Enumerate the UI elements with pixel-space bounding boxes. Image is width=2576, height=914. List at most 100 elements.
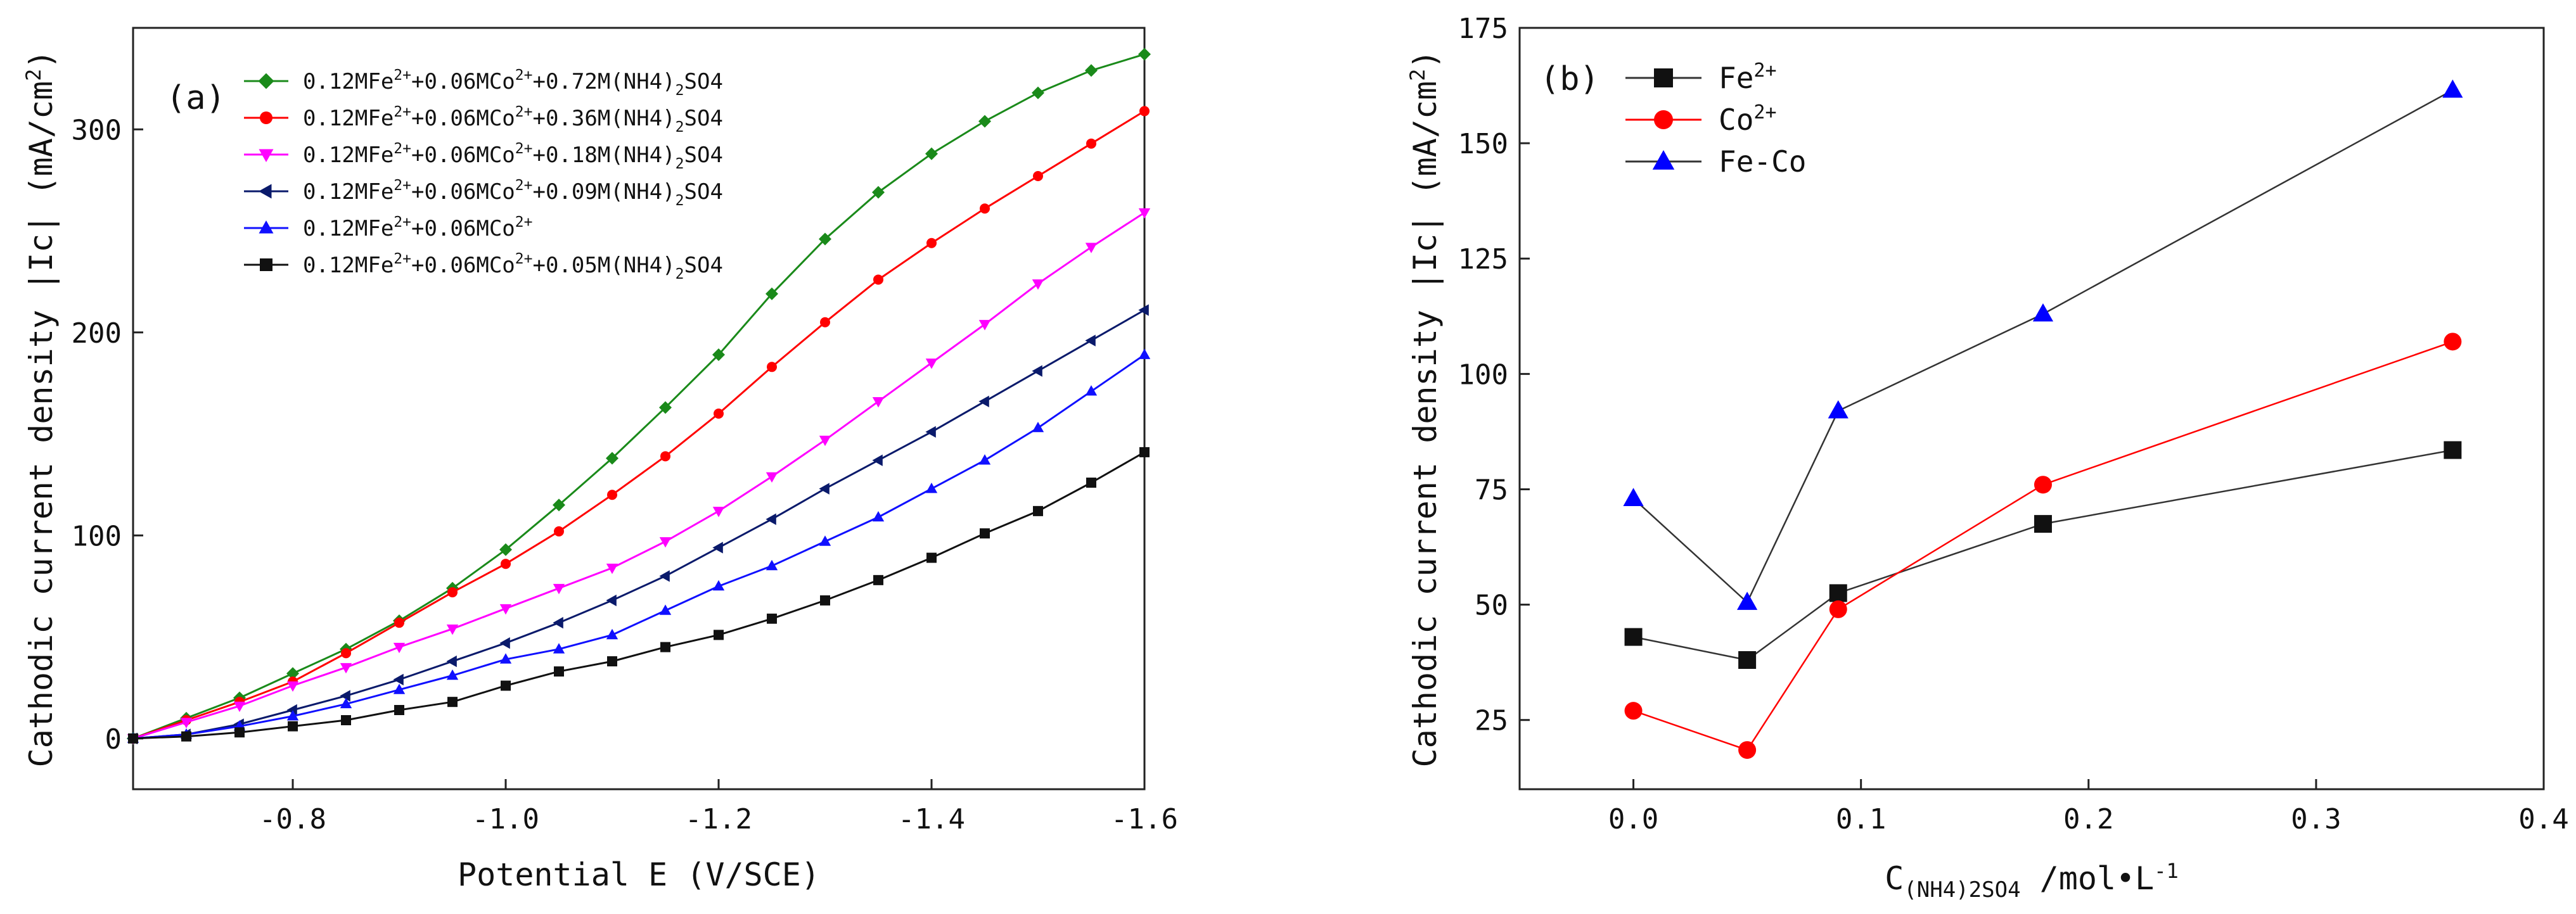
data-point [1139,106,1150,117]
data-point [501,559,511,569]
data-point [659,604,672,615]
y-tick-label: 75 [1475,474,1508,506]
data-point [447,587,458,598]
data-point [712,507,725,517]
series-line [1633,341,2453,751]
x-tick-label: -1.0 [472,803,539,835]
data-point [1032,86,1044,99]
data-point [980,203,990,214]
y-tick-label: 25 [1475,705,1508,737]
data-point [499,604,512,615]
series-b-1 [1624,441,2462,670]
data-point [447,697,458,708]
data-point [446,624,459,635]
panel-label-a: (a) [166,79,226,117]
x-tick-label: 0.0 [1608,803,1658,835]
data-point [554,526,564,536]
data-point [1738,741,1757,759]
data-point [606,628,618,640]
data-point [128,733,138,744]
data-point [766,513,776,525]
legend-marker [1654,68,1673,87]
data-point [234,727,245,738]
data-point [1033,170,1043,181]
data-point [1738,651,1757,670]
data-point [978,320,991,331]
data-point [820,595,830,606]
x-tick-label: 0.3 [2291,803,2341,835]
data-point [606,452,618,465]
data-point [978,395,989,407]
data-point [1624,628,1643,646]
y-tick-label: 0 [105,723,122,756]
x-tick-label: 0.4 [2518,803,2568,835]
plot-frame-b [1518,27,2545,790]
data-point [925,147,938,160]
data-point [766,287,778,300]
y-tick-label: 100 [72,520,122,552]
y-tick-label: 50 [1475,590,1508,622]
data-point [2444,441,2462,459]
y-axis-label: Cathodic current density |Ic| (mA/cm2) [22,49,60,767]
x-tick-label: 0.2 [2063,803,2113,835]
data-point [341,715,351,726]
data-point [873,274,883,285]
data-point [607,490,617,500]
x-tick-label: -1.4 [898,803,965,835]
data-point [660,642,670,652]
y-tick-label: 300 [72,114,122,146]
data-point [286,704,297,716]
data-point [978,115,991,128]
data-point [286,667,299,680]
data-point [1138,48,1151,61]
data-point [712,542,723,554]
chart-b: 0.0 0.1 0.2 0.3 0.4 25 50 75 100 125 150 175 Fe2+ Co2… [1458,13,2569,903]
data-point [819,535,831,546]
data-point [1032,279,1044,290]
data-point [341,648,351,659]
data-point [393,642,406,654]
x-axis-label: Potential E (V/SCE) [458,856,820,893]
data-point [446,655,457,668]
data-point [180,718,193,728]
legend-b: Fe2+ Co2+ Fe-Co [1625,60,1806,179]
data-point [1828,400,1849,419]
legend-label: 0.12MFe2++0.06MCo2++0.18M(NH4)2SO4 [303,141,723,172]
data-point [714,630,724,640]
data-point [712,348,725,362]
data-point [554,666,564,677]
data-point [926,238,937,248]
series-line [132,353,1145,740]
series-line [132,53,1145,740]
data-point [1138,348,1151,359]
data-point [499,653,512,664]
data-point [606,594,617,607]
legend-marker [1654,110,1673,129]
data-point [393,673,404,686]
data-point [553,643,565,654]
data-point [714,409,724,419]
data-point [819,232,831,246]
y-tick-label: 150 [1458,128,1508,160]
data-point [1829,600,1847,618]
data-point [872,454,883,466]
data-point [394,704,404,715]
data-point [1086,138,1096,149]
legend-label: 0.12MFe2++0.06MCo2+ [303,214,532,241]
data-point [286,710,299,721]
data-point [872,186,885,199]
data-point [1085,243,1098,253]
data-point [819,435,831,447]
data-point [1085,64,1098,77]
data-point [767,613,777,624]
data-point [181,731,191,742]
data-point [1623,488,1644,506]
data-point [340,690,350,702]
series-line [132,451,1145,740]
y-tick-label: 100 [1458,359,1508,391]
data-point [607,656,617,667]
data-point [660,451,670,462]
data-point [926,552,937,563]
data-point [1032,365,1042,377]
